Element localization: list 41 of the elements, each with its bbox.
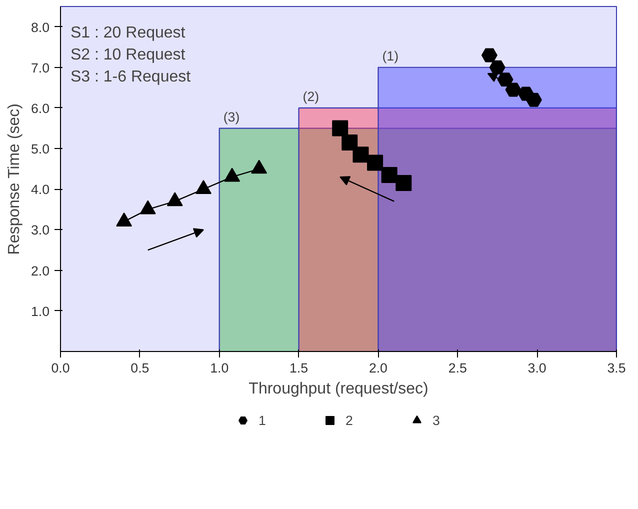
y-tick-label: 8.0	[30, 20, 50, 35]
x-tick-label: 1.0	[210, 360, 229, 376]
point	[195, 180, 212, 194]
legend-label: 2	[346, 412, 354, 428]
legend-label: 1	[258, 412, 267, 428]
annotation: (2)	[302, 88, 320, 104]
point	[489, 60, 506, 74]
y-tick-label: 7.0	[30, 60, 50, 76]
annotation: S1 : 20 Request	[70, 24, 186, 42]
y-tick-label: 3.0	[30, 222, 50, 238]
point	[381, 166, 398, 183]
y-axis-title: Response Time (sec)	[6, 104, 23, 255]
point	[140, 200, 156, 214]
point	[481, 48, 498, 62]
annotation: (3)	[223, 109, 240, 124]
x-tick-label: 3.5	[607, 360, 626, 376]
y-tick-label: 4.0	[30, 182, 50, 198]
x-tick-label: 0.0	[51, 360, 70, 376]
annotation: S3 : 1-6 Request	[70, 68, 192, 86]
x-tick-label: 2.0	[368, 360, 388, 376]
x-tick-label: 2.5	[448, 360, 467, 376]
point	[224, 168, 240, 182]
point	[166, 192, 183, 206]
point	[352, 146, 369, 163]
legend-label: 3	[432, 412, 441, 428]
y-tick-label: 1.0	[30, 304, 50, 319]
point	[116, 212, 132, 226]
point	[342, 134, 358, 150]
point	[367, 154, 384, 171]
x-axis-title: Throughput (request/sec)	[248, 380, 428, 398]
y-tick-label: 6.0	[30, 100, 50, 116]
y-tick-label: 2.0	[30, 263, 50, 278]
x-tick-label: 3.0	[528, 360, 546, 376]
point	[526, 92, 542, 107]
annotation: S2 : 10 Request	[70, 46, 186, 64]
annotation: (1)	[382, 48, 399, 64]
point	[251, 160, 268, 174]
x-tick-label: 1.5	[290, 360, 308, 376]
y-tick-label: 5.0	[30, 142, 50, 157]
point	[332, 120, 348, 136]
x-tick-label: 0.5	[130, 360, 150, 376]
